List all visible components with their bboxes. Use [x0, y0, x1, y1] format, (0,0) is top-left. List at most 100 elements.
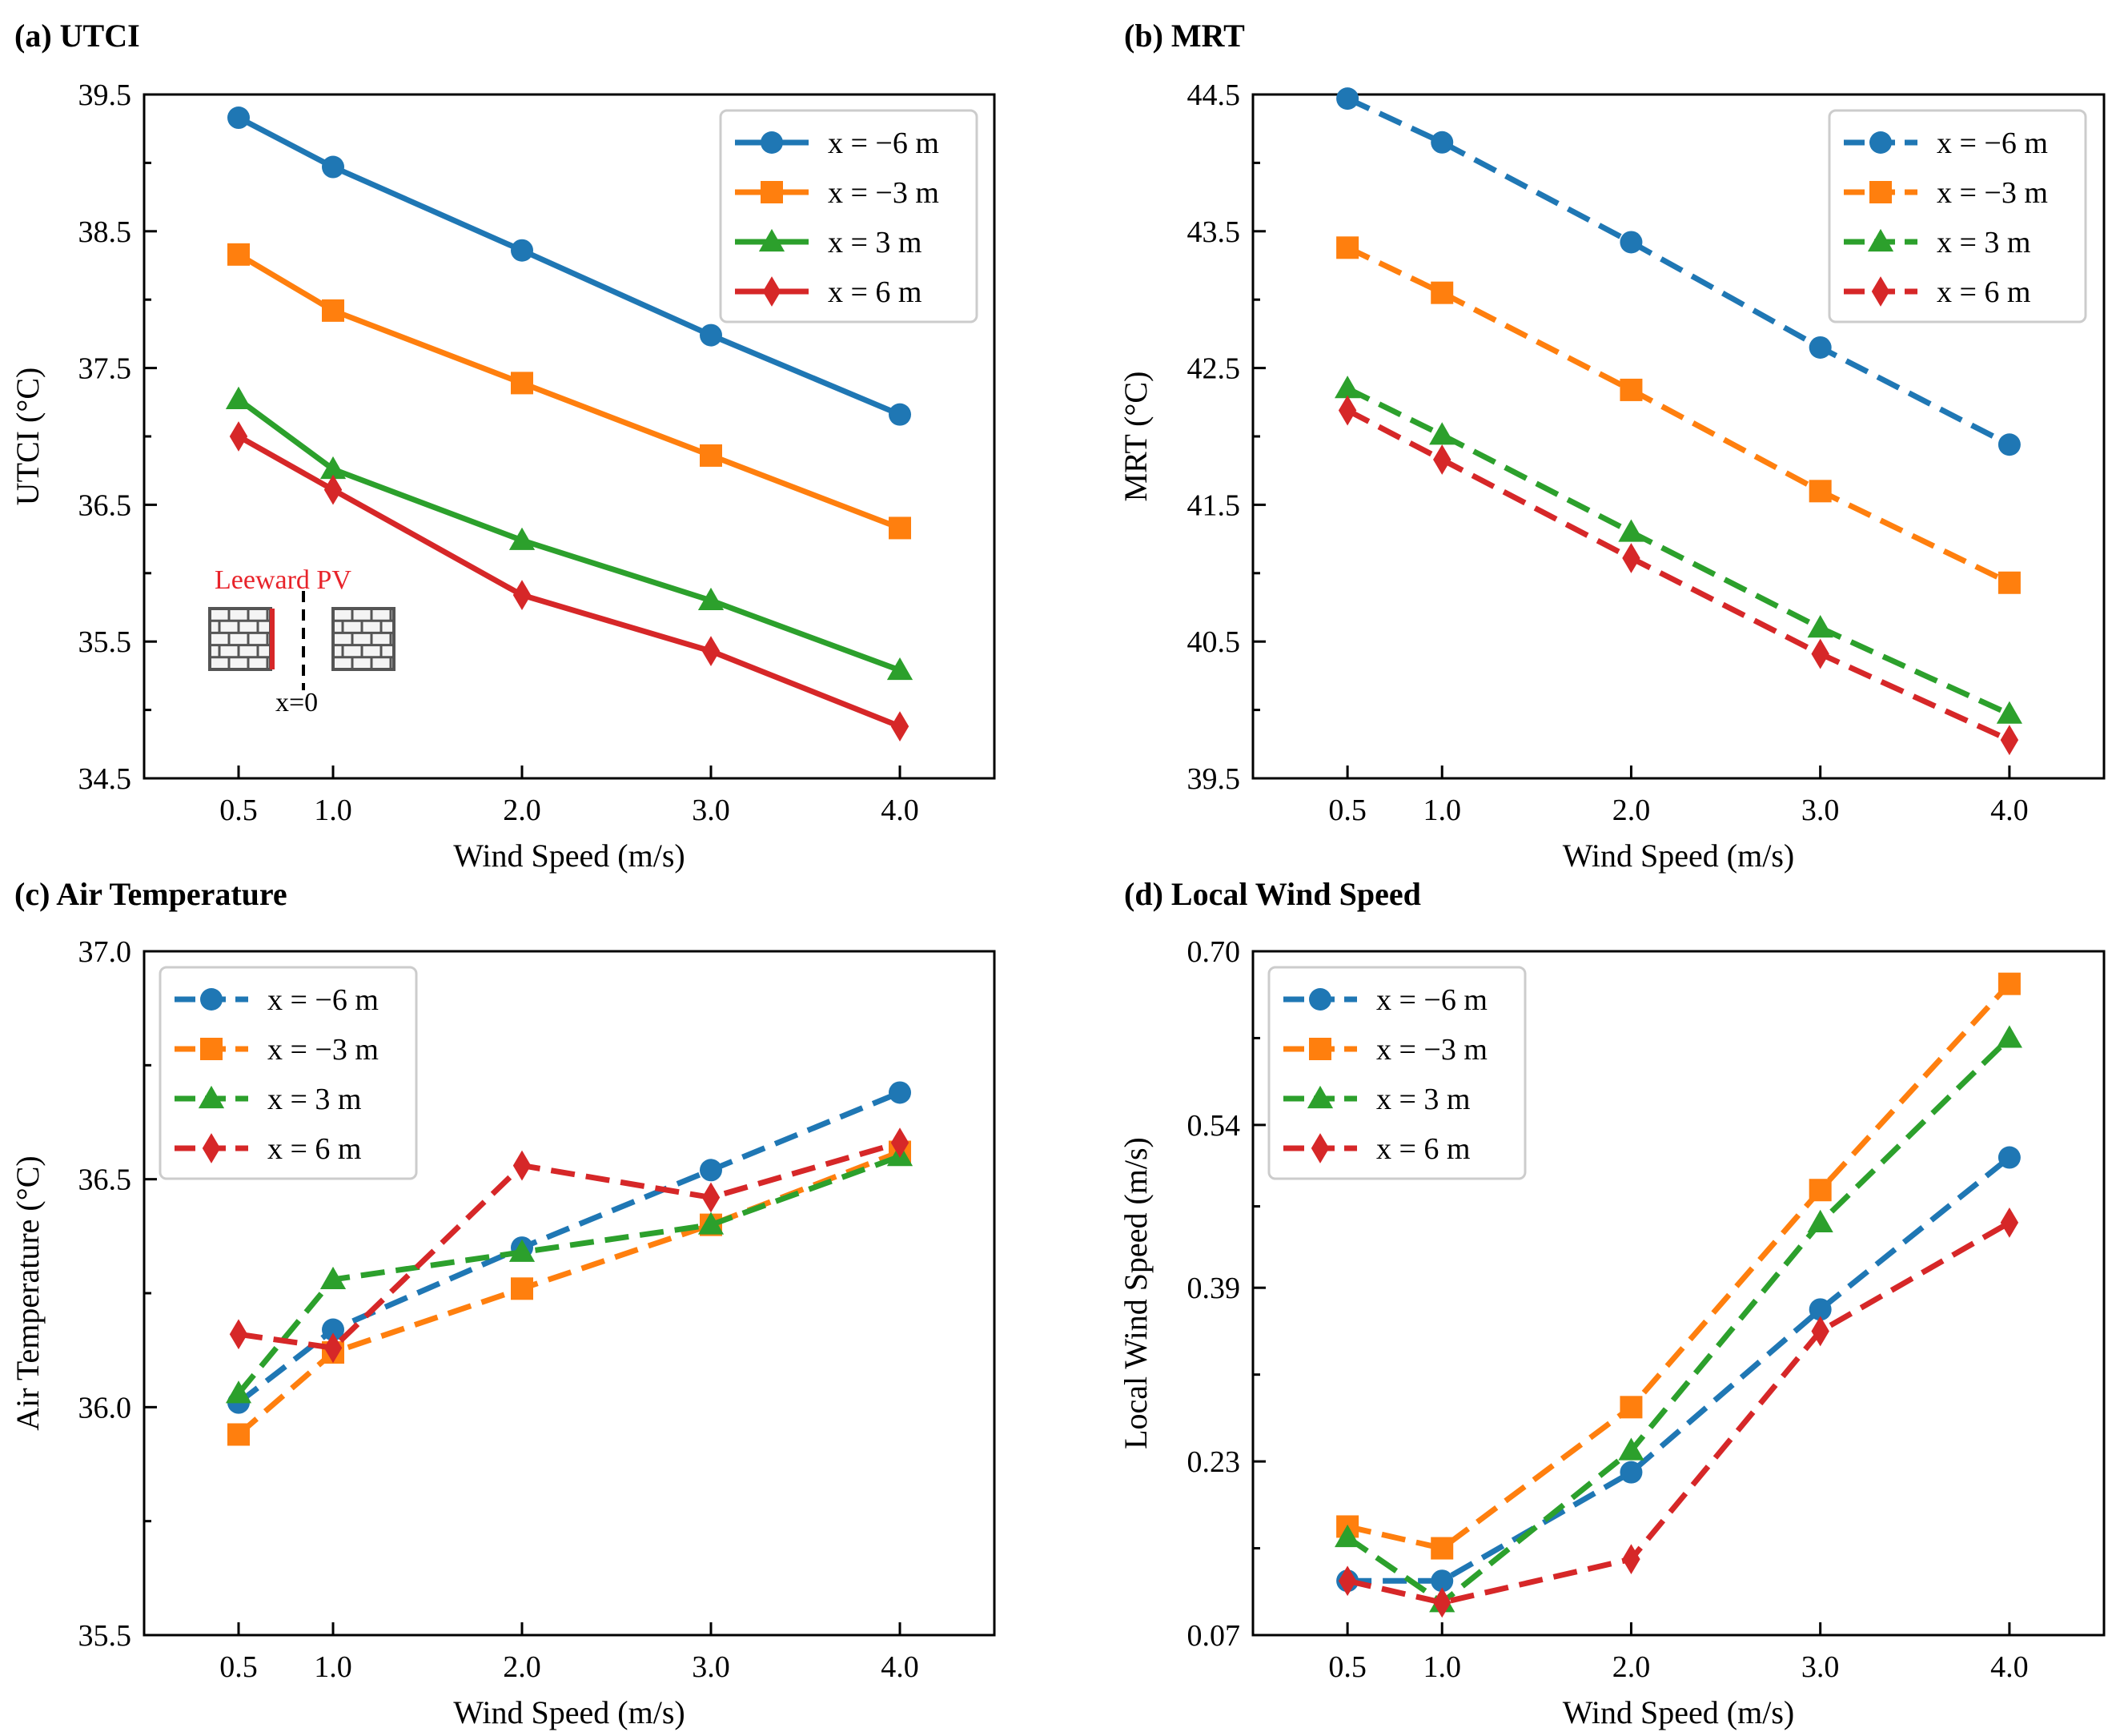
y-tick-label: 0.07 [1187, 1619, 1241, 1653]
data-point [1433, 444, 1451, 475]
series-1 [227, 1140, 911, 1446]
y-tick-label: 34.5 [78, 762, 132, 796]
inset-label-x0: x=0 [275, 688, 318, 717]
legend-label: x = −6 m [1376, 983, 1488, 1017]
legend-marker [202, 1133, 221, 1163]
series-1 [227, 243, 911, 540]
series-2 [1335, 376, 2022, 724]
y-tick-label: 35.5 [78, 625, 132, 659]
data-point [1618, 519, 1644, 542]
x-tick-label: 0.5 [1328, 794, 1367, 827]
inset-label-leeward-pv: Leeward PV [215, 565, 351, 595]
left-wall-icon [208, 607, 272, 671]
data-point [1338, 395, 1357, 426]
data-point [1336, 87, 1359, 111]
data-point [2000, 1207, 2019, 1238]
legend-label: x = 3 m [267, 1083, 362, 1116]
data-point [890, 711, 909, 741]
y-axis-label: Air Temperature (°C) [10, 1155, 46, 1430]
series-3 [229, 421, 909, 741]
x-axis-label: Wind Speed (m/s) [1563, 1694, 1794, 1730]
x-axis-label: Wind Speed (m/s) [453, 838, 685, 874]
legend-marker [761, 181, 783, 203]
data-point [700, 323, 722, 347]
legend-label: x = 3 m [1376, 1083, 1471, 1116]
data-point [700, 1159, 722, 1182]
y-tick-label: 42.5 [1187, 352, 1241, 386]
data-point [701, 1182, 721, 1213]
data-point [1620, 378, 1643, 401]
data-point [1338, 1565, 1357, 1597]
data-point [1431, 1569, 1454, 1593]
panel-title: (b) MRT [1124, 18, 1245, 54]
x-tick-label: 0.5 [1328, 1650, 1367, 1684]
data-point [697, 1212, 725, 1235]
x-tick-label: 2.0 [503, 1650, 541, 1684]
legend-label: x = −3 m [828, 176, 939, 210]
x-tick-label: 1.0 [314, 794, 352, 827]
x-tick-label: 4.0 [881, 794, 919, 827]
data-point [1431, 281, 1454, 304]
y-tick-label: 39.5 [1187, 762, 1241, 796]
data-point [1335, 376, 1361, 399]
legend-box [1828, 109, 2087, 323]
data-point [1620, 231, 1643, 254]
legend-label: x = −6 m [267, 983, 379, 1017]
y-tick-label: 41.5 [1187, 488, 1241, 522]
data-point [1998, 1146, 2021, 1169]
legend-label: x = 3 m [1937, 226, 2031, 259]
leeward-pv-inset: Leeward PV x=0 [208, 565, 395, 717]
data-point [227, 243, 250, 266]
data-point [508, 1239, 536, 1262]
legend-label: x = −3 m [267, 1033, 379, 1067]
legend-marker [1867, 228, 1894, 252]
x-axis-label: Wind Speed (m/s) [453, 1694, 685, 1730]
data-point [225, 1380, 252, 1404]
legend: x = −6 m x = −3 m x = 3 m x = 6 m [159, 966, 418, 1180]
series-line [1347, 1155, 2012, 1584]
data-point [322, 155, 344, 179]
legend-label: x = 6 m [1937, 275, 2031, 309]
legend: x = −6 m x = −3 m x = 3 m x = 6 m [1267, 966, 1527, 1180]
data-point [1620, 1396, 1643, 1419]
legend-marker [1309, 988, 1331, 1011]
data-point [1431, 1537, 1454, 1560]
legend-marker [1309, 1038, 1331, 1060]
series-0 [1336, 1146, 2021, 1593]
right-wall-icon [331, 607, 395, 671]
series-3 [1338, 395, 2019, 756]
data-point [322, 1318, 344, 1341]
y-tick-label: 0.70 [1187, 935, 1241, 969]
data-point [319, 456, 347, 480]
data-point [1809, 336, 1832, 359]
legend: x = −6 m x = −3 m x = 3 m x = 6 m [719, 109, 978, 323]
data-point [1336, 236, 1359, 259]
y-tick-label: 43.5 [1187, 215, 1241, 249]
legend-marker [1869, 131, 1892, 154]
legend-label: x = −3 m [1376, 1033, 1488, 1067]
y-tick-label: 40.5 [1187, 625, 1241, 659]
y-tick-label: 35.5 [78, 1619, 132, 1653]
y-tick-label: 36.5 [78, 1163, 132, 1197]
series-3 [1338, 1207, 2019, 1618]
axes-frame [1251, 950, 2106, 1637]
legend: x = −6 m x = −3 m x = 3 m x = 6 m [1828, 109, 2087, 323]
y-axis-label: UTCI (°C) [10, 368, 46, 506]
panel-title: (a) UTCI [14, 18, 140, 54]
legend-marker [1871, 276, 1890, 307]
x-tick-label: 2.0 [1612, 794, 1651, 827]
data-point [1809, 480, 1832, 503]
legend-box [719, 109, 978, 323]
data-point [1811, 1316, 1829, 1347]
y-axis-label: MRT (°C) [1118, 372, 1154, 502]
data-point [889, 516, 911, 540]
x-tick-label: 3.0 [692, 1650, 730, 1684]
data-point [1622, 1544, 1640, 1575]
x-tick-label: 1.0 [314, 1650, 352, 1684]
panel-title: (d) Local Wind Speed [1124, 876, 1421, 912]
series-2 [225, 386, 913, 681]
legend-box [159, 966, 418, 1180]
legend-marker [1869, 181, 1892, 203]
legend-marker [200, 1038, 223, 1060]
